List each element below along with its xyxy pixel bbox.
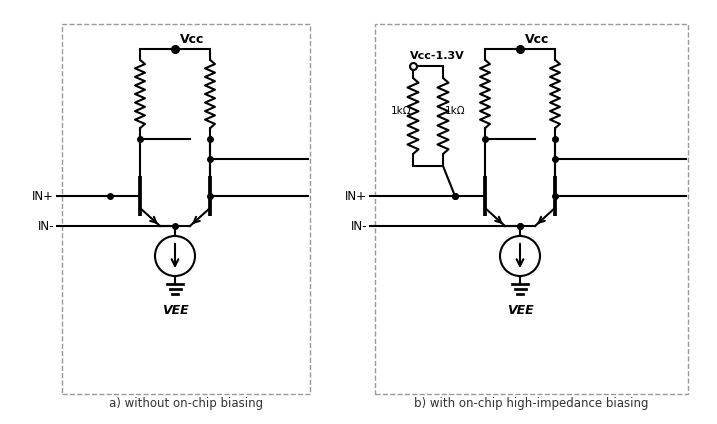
Text: b) with on-chip high-impedance biasing: b) with on-chip high-impedance biasing xyxy=(414,397,649,410)
Text: Vcc: Vcc xyxy=(180,33,204,46)
Text: IN+: IN+ xyxy=(345,190,367,203)
Text: 1kΩ: 1kΩ xyxy=(390,106,411,116)
Text: VEE: VEE xyxy=(162,304,189,317)
Text: 1kΩ: 1kΩ xyxy=(445,106,465,116)
FancyBboxPatch shape xyxy=(62,24,310,394)
FancyBboxPatch shape xyxy=(375,24,688,394)
Text: VEE: VEE xyxy=(507,304,533,317)
Text: IN+: IN+ xyxy=(32,190,54,203)
Text: Vcc: Vcc xyxy=(525,33,549,46)
Text: IN-: IN- xyxy=(37,220,54,232)
Text: a) without on-chip biasing: a) without on-chip biasing xyxy=(109,397,263,410)
Text: Vcc-1.3V: Vcc-1.3V xyxy=(410,51,465,61)
Text: IN-: IN- xyxy=(351,220,367,232)
